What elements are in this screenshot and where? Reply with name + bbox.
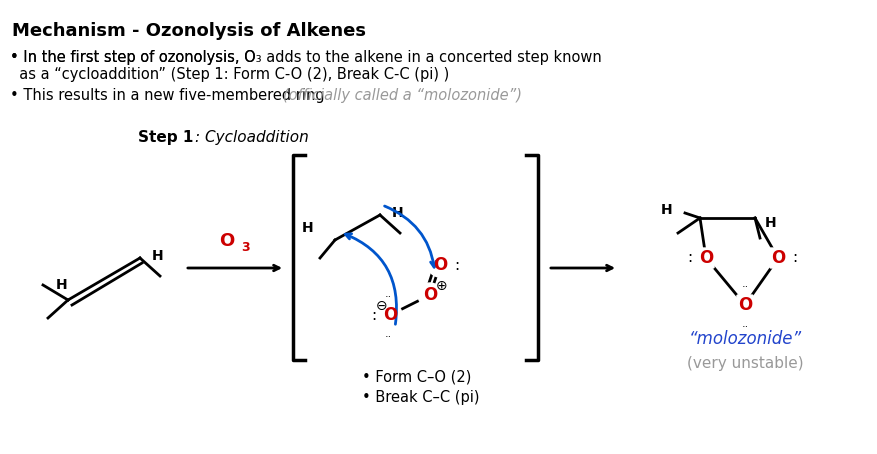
Text: (very unstable): (very unstable) bbox=[686, 356, 802, 371]
Text: H: H bbox=[56, 278, 68, 292]
Text: O: O bbox=[432, 256, 446, 274]
Text: ..: .. bbox=[740, 279, 748, 289]
Text: O: O bbox=[737, 296, 752, 314]
Text: ⊖: ⊖ bbox=[375, 299, 388, 313]
Text: 3: 3 bbox=[240, 241, 249, 254]
Text: ..: .. bbox=[740, 319, 748, 329]
Text: “molozonide”: “molozonide” bbox=[688, 330, 801, 348]
Text: :: : bbox=[791, 251, 796, 266]
Text: H: H bbox=[391, 206, 403, 220]
Text: :: : bbox=[453, 257, 459, 272]
Text: ⊕: ⊕ bbox=[436, 279, 447, 293]
Text: H: H bbox=[660, 203, 671, 217]
Text: O: O bbox=[382, 306, 396, 324]
Text: (officially called a “molozonide”): (officially called a “molozonide”) bbox=[10, 88, 522, 103]
Text: • Break C–C (pi): • Break C–C (pi) bbox=[361, 390, 479, 405]
Text: H: H bbox=[152, 249, 163, 263]
Text: • Form C–O (2): • Form C–O (2) bbox=[361, 370, 471, 385]
Text: O: O bbox=[770, 249, 784, 267]
Text: Mechanism - Ozonolysis of Alkenes: Mechanism - Ozonolysis of Alkenes bbox=[12, 22, 366, 40]
Text: :: : bbox=[686, 251, 691, 266]
Text: :: : bbox=[370, 307, 375, 322]
Text: H: H bbox=[301, 221, 312, 235]
Text: ..: .. bbox=[384, 289, 391, 299]
Text: ..: .. bbox=[384, 329, 391, 339]
Text: • In the first step of ozonolysis, O: • In the first step of ozonolysis, O bbox=[10, 50, 255, 65]
Text: H: H bbox=[764, 216, 776, 230]
Circle shape bbox=[417, 283, 441, 307]
Circle shape bbox=[378, 303, 402, 327]
Text: Step 1: Step 1 bbox=[138, 130, 193, 145]
Text: O: O bbox=[219, 232, 234, 250]
Text: O: O bbox=[423, 286, 437, 304]
Circle shape bbox=[427, 253, 452, 277]
Text: : Cycloaddition: : Cycloaddition bbox=[195, 130, 309, 145]
Text: • In the first step of ozonolysis, O₃ adds to the alkene in a concerted step kno: • In the first step of ozonolysis, O₃ ad… bbox=[10, 50, 601, 82]
Text: • This results in a new five-membered ring: • This results in a new five-membered ri… bbox=[10, 88, 329, 103]
Text: O: O bbox=[698, 249, 712, 267]
